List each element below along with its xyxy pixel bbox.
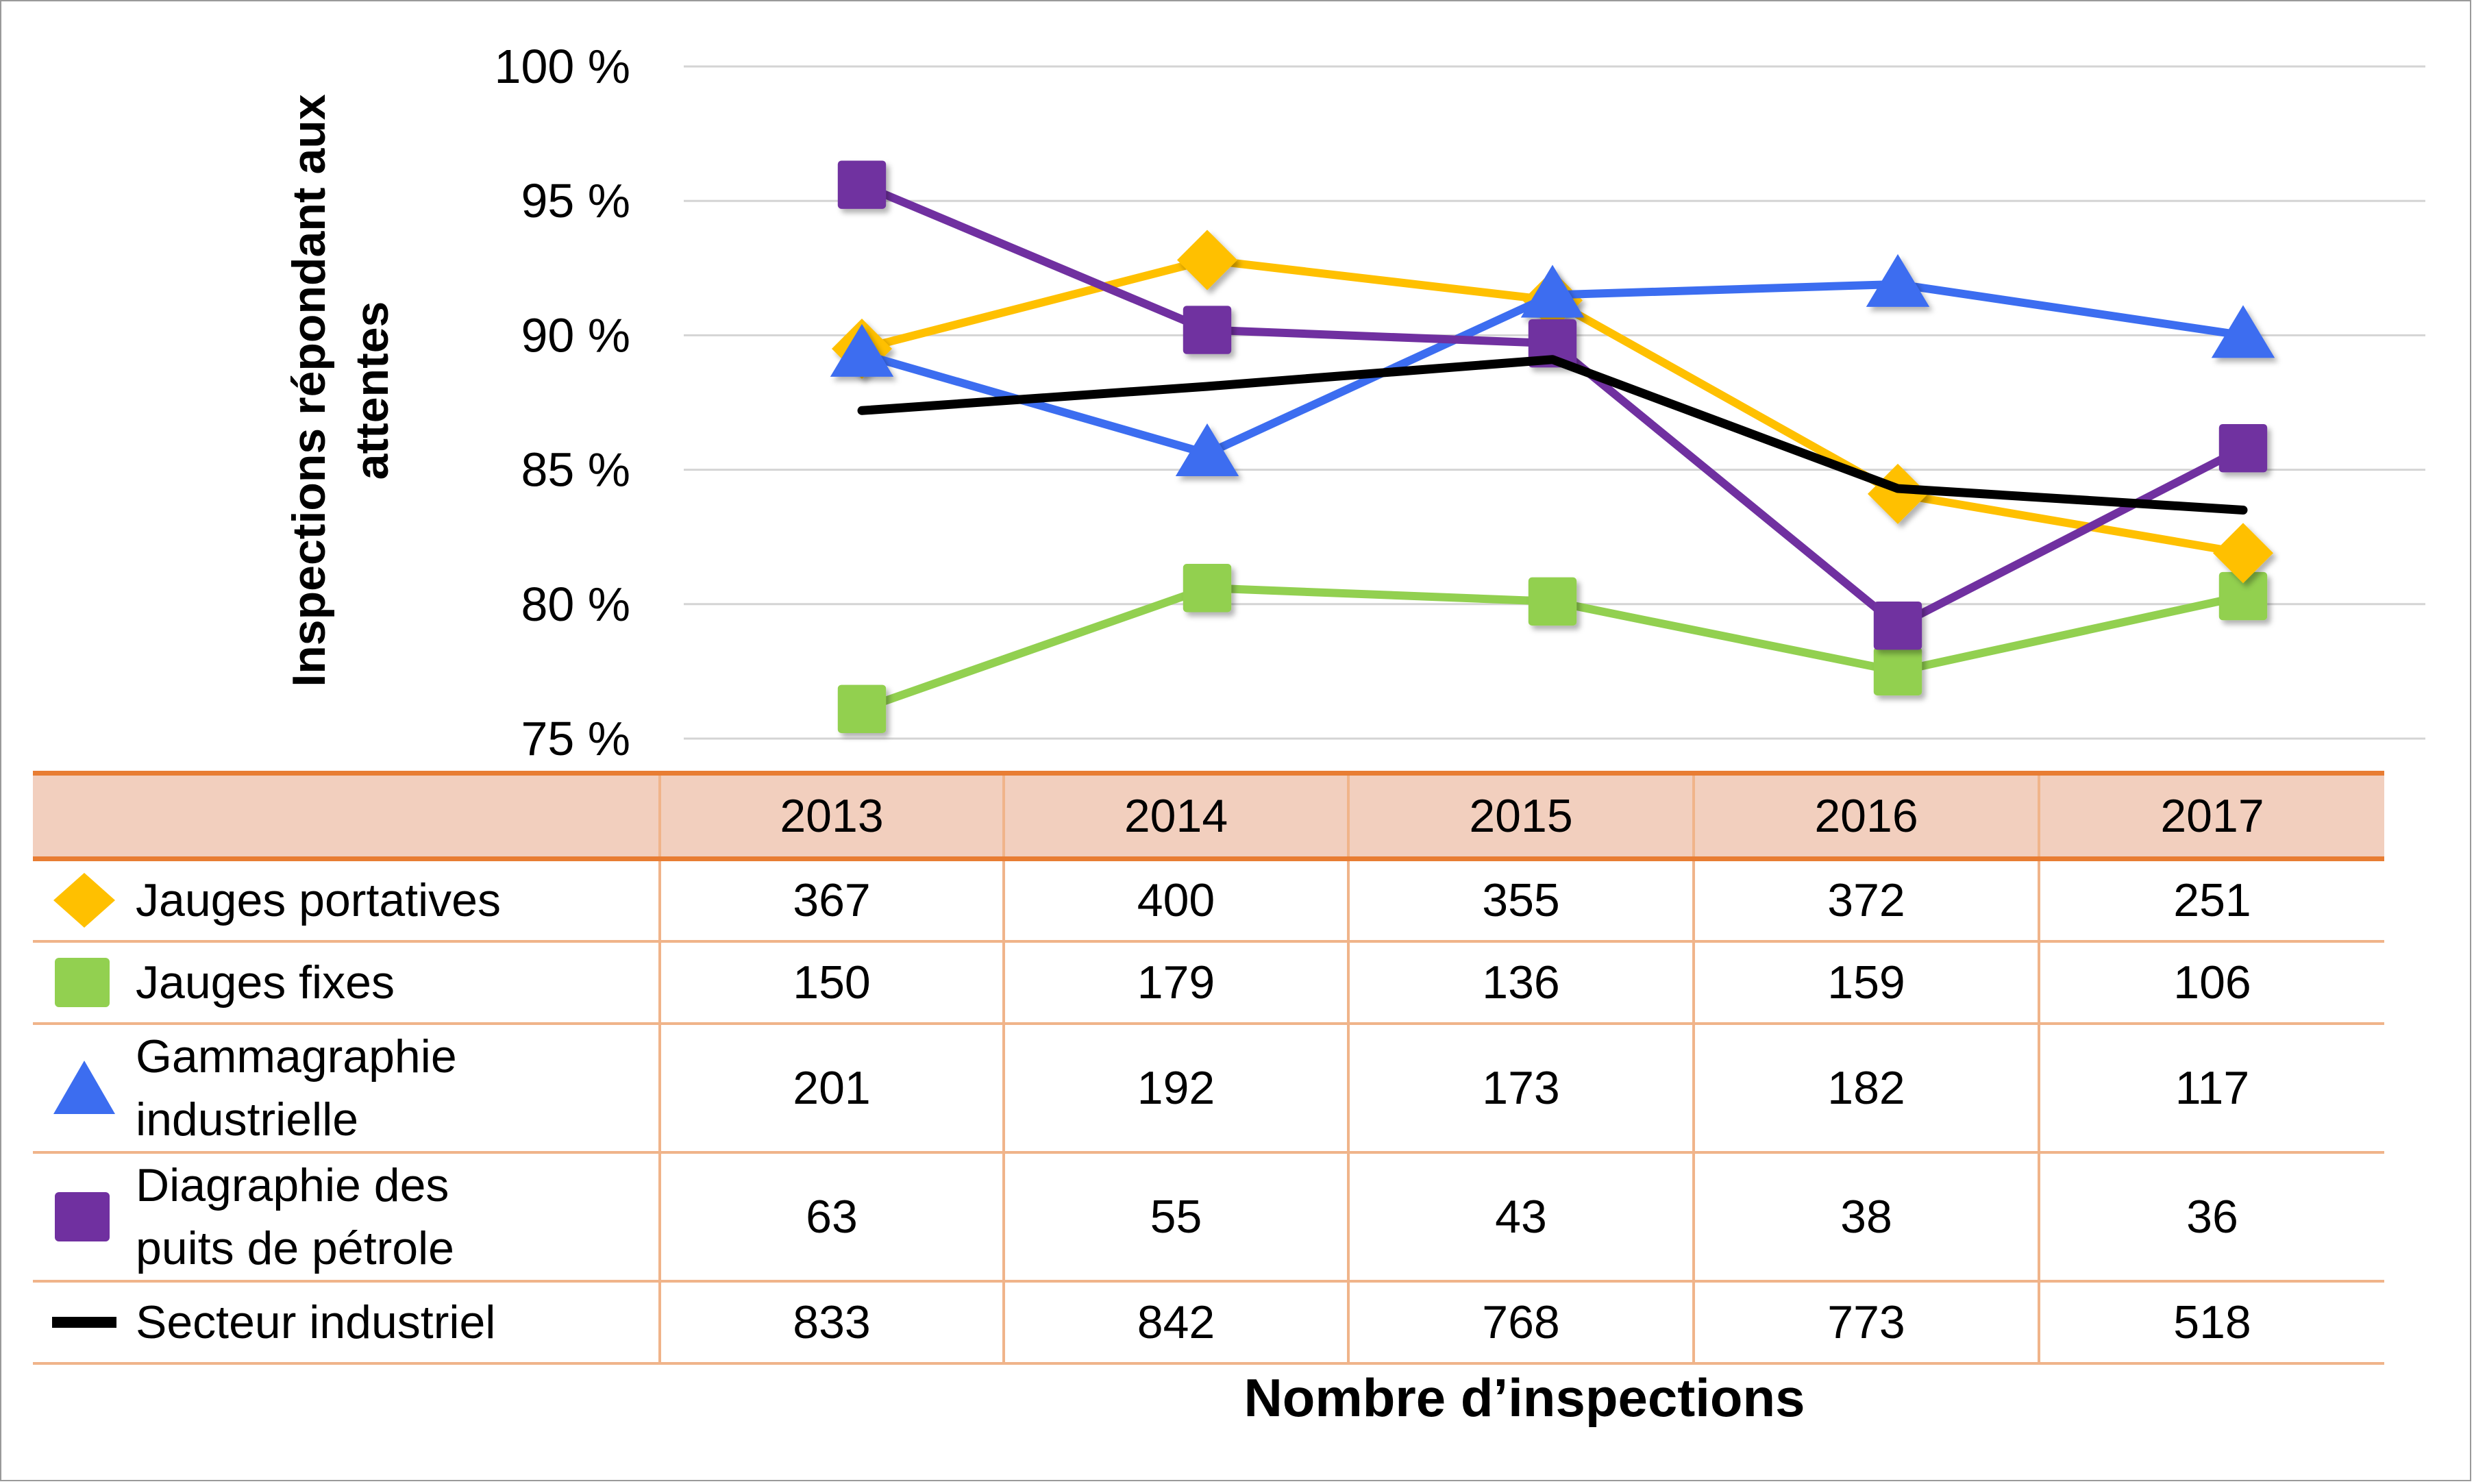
y-axis-label: Inspections répondant aux attentes — [283, 94, 398, 687]
inspection-count: 182 — [1692, 1022, 2040, 1154]
inspection-count: 159 — [1692, 939, 2040, 1025]
inspection-count: 55 — [1002, 1150, 1350, 1283]
data-point-square — [1873, 647, 1922, 696]
y-tick-label: 75 % — [521, 712, 630, 765]
table-header-row: 2013 2014 2015 2016 2017 — [33, 771, 2384, 861]
data-point-triangle — [830, 323, 894, 377]
inspection-count: 136 — [1347, 939, 1695, 1025]
inspection-count: 106 — [2038, 939, 2384, 1025]
series-name: Jauges fixes — [136, 956, 395, 1009]
inspection-count: 36 — [2038, 1150, 2384, 1283]
table-row: Diagraphie des puits de pétrole 63 55 43 38 3… — [33, 1150, 2384, 1283]
series-legend-cell: Jauges portatives — [33, 857, 661, 943]
series-name: Gammagraphie industrielle — [136, 1030, 457, 1146]
inspection-count: 367 — [658, 857, 1005, 943]
series-3 — [837, 160, 2268, 650]
series-name: Diagraphie des puits de pétrole — [136, 1159, 454, 1274]
legend-marker — [53, 873, 115, 928]
inspection-count: 150 — [658, 939, 1005, 1025]
table-year-header: 2017 — [2038, 771, 2384, 861]
table-year-header: 2014 — [1002, 771, 1350, 861]
data-point-triangle — [2211, 305, 2275, 358]
inspection-count: 251 — [2038, 857, 2384, 943]
data-point-square — [1183, 306, 1232, 354]
data-point-square — [1528, 319, 1577, 368]
table-row: Jauges fixes 150 179 136 159 106 — [33, 939, 2384, 1025]
y-tick-label: 85 % — [521, 443, 630, 497]
table-row: Secteur industriel 833 842 768 773 518 — [33, 1279, 2384, 1365]
series-legend-cell: Jauges fixes — [33, 939, 661, 1025]
series-legend-cell: Gammagraphie industrielle — [33, 1022, 661, 1154]
inspection-count: 833 — [658, 1279, 1005, 1365]
inspection-count: 173 — [1347, 1022, 1695, 1154]
y-tick-label: 80 % — [521, 578, 630, 631]
data-point-square — [2218, 424, 2268, 473]
series-4 — [857, 355, 2248, 515]
inspection-count: 400 — [1002, 857, 1350, 943]
data-table: 2013 2014 2015 2016 2017 Jauges portatives 36… — [33, 771, 2384, 1365]
x-axis-label: Nombre d’inspections — [1244, 1368, 1805, 1428]
table-year-header: 2013 — [658, 771, 1005, 861]
data-point-square — [837, 684, 887, 734]
y-tick-label: 95 % — [521, 174, 630, 227]
table-corner-cell — [33, 771, 661, 861]
data-point-square — [837, 160, 887, 209]
series-legend-cell: Secteur industriel — [33, 1279, 661, 1365]
inspection-count: 201 — [658, 1022, 1005, 1154]
inspection-count: 355 — [1347, 857, 1695, 943]
inspection-count: 518 — [2038, 1279, 2384, 1365]
series-2 — [830, 253, 2275, 477]
series-lines — [830, 160, 2275, 734]
table-year-header: 2016 — [1692, 771, 2040, 861]
inspection-count: 43 — [1347, 1150, 1695, 1283]
data-point-triangle — [1866, 253, 1930, 307]
data-point-triangle — [1520, 264, 1585, 318]
y-tick-label: 100 % — [495, 40, 630, 93]
data-point-square — [2218, 571, 2268, 621]
data-point-triangle — [1175, 423, 1239, 477]
legend-marker — [53, 1060, 115, 1114]
data-point-diamond — [1177, 230, 1237, 290]
legend-marker — [52, 1316, 116, 1328]
inspection-count: 372 — [1692, 857, 2040, 943]
series-line — [858, 180, 2247, 630]
table-year-header: 2015 — [1347, 771, 1695, 861]
inspection-count: 179 — [1002, 939, 1350, 1025]
data-point-square — [1528, 577, 1577, 626]
legend-marker — [55, 957, 110, 1007]
gridlines — [684, 65, 2425, 740]
inspection-count: 842 — [1002, 1279, 1350, 1365]
table-row: Gammagraphie industrielle 201 192 173 182 117 — [33, 1022, 2384, 1154]
inspection-count: 38 — [1692, 1150, 2040, 1283]
inspection-count: 117 — [2038, 1022, 2384, 1154]
legend-marker — [55, 1191, 110, 1241]
series-name: Jauges portatives — [136, 874, 501, 927]
inspection-count: 192 — [1002, 1022, 1350, 1154]
data-point-square — [1183, 564, 1232, 613]
y-tick-label: 90 % — [521, 308, 630, 362]
y-axis-ticks: 75 % 80 % 85 % 90 % 95 % 100 % — [495, 40, 630, 765]
inspection-count: 768 — [1347, 1279, 1695, 1365]
inspection-count: 63 — [658, 1150, 1005, 1283]
data-point-diamond — [2213, 523, 2273, 584]
series-name: Secteur industriel — [136, 1296, 496, 1348]
data-point-square — [1873, 601, 1922, 650]
series-legend-cell: Diagraphie des puits de pétrole — [33, 1150, 661, 1283]
inspection-count: 773 — [1692, 1279, 2040, 1365]
series-1 — [837, 564, 2268, 734]
table-row: Jauges portatives 367 400 355 372 251 — [33, 857, 2384, 943]
series-line — [857, 355, 2248, 515]
